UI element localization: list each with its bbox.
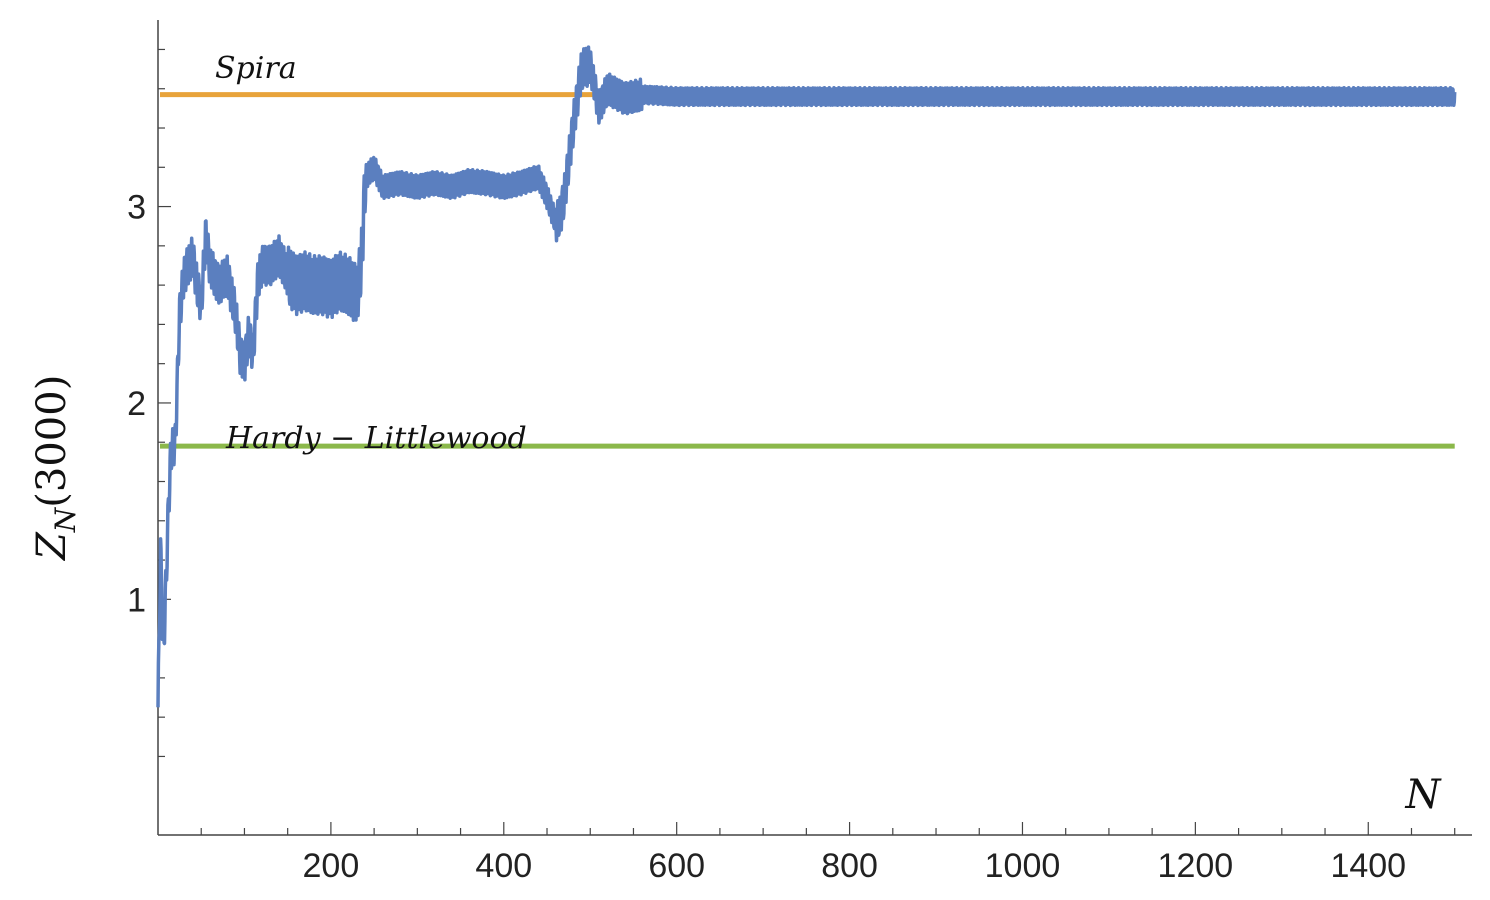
y-axis-title: ZN(3000) <box>29 375 82 562</box>
x-tick-label: 1000 <box>985 847 1061 885</box>
x-tick-label: 200 <box>303 847 360 885</box>
y-axis-title-arg: (3000) <box>29 375 75 508</box>
series-line <box>156 45 1457 708</box>
axis-titles: NZN(3000) <box>29 375 1443 818</box>
x-tick-label: 800 <box>821 847 878 885</box>
y-axis-title-main: Z <box>29 531 75 562</box>
hardy-littlewood-label: Hardy − Littlewood <box>225 421 527 456</box>
annotations: Spira Hardy − Littlewood <box>215 51 527 456</box>
y-axis-title-sub: N <box>49 506 82 533</box>
x-tick-label: 400 <box>475 847 532 885</box>
ticks <box>158 48 1456 835</box>
tick-labels: 200 400 600 800 1000 1200 1400 1 2 3 <box>127 189 1406 885</box>
y-tick-label: 2 <box>127 385 146 423</box>
spira-label: Spira <box>215 51 297 86</box>
x-tick-label: 1400 <box>1330 847 1406 885</box>
x-tick-label: 1200 <box>1158 847 1234 885</box>
x-axis-title: N <box>1405 772 1443 818</box>
series <box>156 45 1457 708</box>
y-tick-label: 1 <box>127 581 146 619</box>
y-tick-label: 3 <box>127 189 146 227</box>
x-tick-label: 600 <box>648 847 705 885</box>
